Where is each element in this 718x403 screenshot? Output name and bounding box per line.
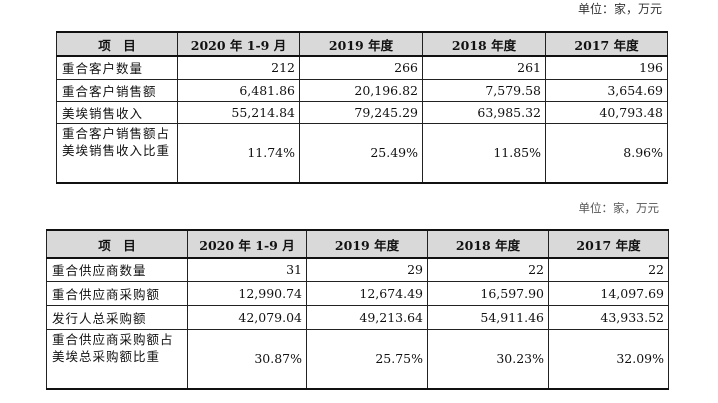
cell-value: 11.74% [177, 122, 300, 184]
cell-value: 266 [299, 55, 423, 80]
row-label: 重合客户销售额 [56, 78, 178, 102]
cell-value: 22 [427, 257, 549, 282]
row-label: 重合供应商采购额占美埃总采购额比重 [46, 328, 188, 390]
cell-value: 30.23% [427, 328, 549, 390]
cell-value: 6,481.86 [177, 78, 300, 102]
cell-value: 196 [545, 55, 668, 80]
cell-value: 7,579.58 [422, 78, 546, 102]
customer-overlap-table: 项 目 2020 年 1-9 月 2019 年度 2018 年度 2017 年度… [56, 31, 668, 184]
table-row: 美埃销售收入 55,214.84 79,245.29 63,985.32 40,… [56, 100, 668, 124]
supplier-overlap-table: 项 目 2020 年 1-9 月 2019 年度 2018 年度 2017 年度… [46, 229, 669, 390]
cell-value: 31 [187, 257, 307, 282]
cell-value: 29 [306, 257, 428, 282]
cell-value: 79,245.29 [299, 100, 423, 124]
cell-value: 12,674.49 [306, 280, 428, 306]
cell-value: 11.85% [422, 122, 546, 184]
cell-value: 43,933.52 [548, 304, 669, 330]
header-2017: 2017 年度 [548, 229, 669, 259]
cell-value: 212 [177, 55, 300, 80]
row-label: 美埃销售收入 [56, 100, 178, 124]
table-row: 重合客户销售额占美埃销售收入比重 11.74% 25.49% 11.85% 8.… [56, 122, 668, 184]
cell-value: 8.96% [545, 122, 668, 184]
cell-value: 32.09% [548, 328, 669, 390]
row-label: 重合供应商数量 [46, 257, 188, 282]
table-row: 重合供应商数量 31 29 22 22 [46, 257, 669, 282]
cell-value: 25.49% [299, 122, 423, 184]
row-label: 发行人总采购额 [46, 304, 188, 330]
cell-value: 261 [422, 55, 546, 80]
row-label: 重合客户数量 [56, 55, 178, 80]
cell-value: 16,597.90 [427, 280, 549, 306]
table-row: 重合供应商采购额 12,990.74 12,674.49 16,597.90 1… [46, 280, 669, 306]
row-label: 重合客户销售额占美埃销售收入比重 [56, 122, 178, 184]
cell-value: 30.87% [187, 328, 307, 390]
table-row: 重合客户销售额 6,481.86 20,196.82 7,579.58 3,65… [56, 78, 668, 102]
cell-value: 54,911.46 [427, 304, 549, 330]
cell-value: 40,793.48 [545, 100, 668, 124]
cell-value: 22 [548, 257, 669, 282]
cell-value: 63,985.32 [422, 100, 546, 124]
cell-value: 55,214.84 [177, 100, 300, 124]
table-header-row: 项 目 2020 年 1-9 月 2019 年度 2018 年度 2017 年度 [56, 31, 668, 57]
header-2020-1-9: 2020 年 1-9 月 [187, 229, 307, 259]
header-2019: 2019 年度 [299, 31, 423, 57]
header-item: 项 目 [46, 229, 188, 259]
header-2020-1-9: 2020 年 1-9 月 [177, 31, 300, 57]
table-row: 重合供应商采购额占美埃总采购额比重 30.87% 25.75% 30.23% 3… [46, 328, 669, 390]
header-2018: 2018 年度 [427, 229, 549, 259]
table-row: 发行人总采购额 42,079.04 49,213.64 54,911.46 43… [46, 304, 669, 330]
cell-value: 14,097.69 [548, 280, 669, 306]
header-2018: 2018 年度 [422, 31, 546, 57]
cell-value: 49,213.64 [306, 304, 428, 330]
table-row: 重合客户数量 212 266 261 196 [56, 55, 668, 80]
header-2017: 2017 年度 [545, 31, 668, 57]
header-2019: 2019 年度 [306, 229, 428, 259]
cell-value: 12,990.74 [187, 280, 307, 306]
row-label: 重合供应商采购额 [46, 280, 188, 306]
cell-value: 20,196.82 [299, 78, 423, 102]
cell-value: 42,079.04 [187, 304, 307, 330]
unit-note-1: 单位：家，万元 [577, 2, 662, 16]
unit-note-2: 单位：家，万元 [578, 201, 660, 215]
cell-value: 3,654.69 [545, 78, 668, 102]
table-header-row: 项 目 2020 年 1-9 月 2019 年度 2018 年度 2017 年度 [46, 229, 669, 259]
header-item: 项 目 [56, 31, 178, 57]
cell-value: 25.75% [306, 328, 428, 390]
